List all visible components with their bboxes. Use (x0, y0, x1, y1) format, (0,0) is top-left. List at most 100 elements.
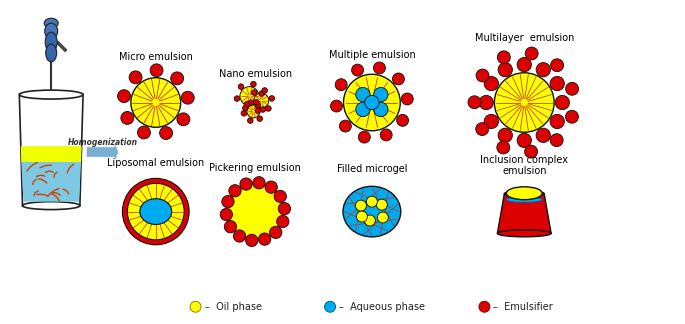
Circle shape (177, 113, 190, 126)
Circle shape (397, 114, 408, 126)
Circle shape (374, 102, 388, 117)
Text: Liposomal emulsion: Liposomal emulsion (107, 158, 204, 168)
Circle shape (270, 226, 282, 238)
Circle shape (498, 63, 512, 77)
Circle shape (123, 178, 189, 245)
Circle shape (131, 78, 181, 127)
Ellipse shape (45, 23, 58, 39)
Circle shape (484, 76, 499, 91)
Circle shape (476, 69, 489, 82)
Ellipse shape (504, 191, 544, 197)
Circle shape (241, 110, 247, 116)
Circle shape (393, 73, 404, 85)
Circle shape (227, 183, 284, 240)
Circle shape (331, 100, 342, 112)
Circle shape (377, 212, 388, 223)
Circle shape (240, 87, 259, 106)
Circle shape (182, 91, 195, 104)
Circle shape (566, 82, 579, 95)
Circle shape (262, 88, 268, 93)
Circle shape (550, 134, 563, 146)
Circle shape (484, 114, 499, 129)
Circle shape (150, 64, 163, 77)
Text: Filled microgel: Filled microgel (336, 164, 407, 174)
Circle shape (356, 102, 370, 117)
Circle shape (260, 107, 266, 112)
Text: Micro emulsion: Micro emulsion (119, 52, 192, 62)
Circle shape (277, 215, 289, 228)
Circle shape (127, 183, 184, 240)
Circle shape (536, 128, 551, 143)
Text: Pickering emulsion: Pickering emulsion (210, 163, 301, 173)
Circle shape (138, 126, 151, 139)
Polygon shape (21, 146, 82, 162)
Circle shape (550, 114, 564, 129)
Circle shape (247, 118, 253, 123)
Circle shape (325, 301, 336, 312)
Circle shape (343, 74, 400, 131)
Text: Homogenization: Homogenization (68, 138, 138, 147)
Circle shape (476, 123, 488, 135)
Circle shape (242, 105, 248, 111)
Circle shape (497, 141, 510, 154)
Ellipse shape (343, 186, 401, 237)
Circle shape (550, 76, 564, 91)
Circle shape (244, 101, 250, 107)
Ellipse shape (45, 18, 58, 28)
Circle shape (253, 177, 265, 189)
Ellipse shape (506, 197, 543, 202)
Circle shape (497, 51, 510, 64)
Circle shape (220, 208, 232, 221)
Circle shape (259, 91, 264, 96)
Circle shape (517, 57, 532, 72)
Text: Inclusion complex
emulsion: Inclusion complex emulsion (480, 155, 569, 176)
Circle shape (224, 221, 236, 233)
Polygon shape (497, 194, 551, 233)
Circle shape (190, 301, 201, 312)
Circle shape (118, 90, 131, 103)
Circle shape (160, 127, 173, 140)
Circle shape (121, 111, 134, 124)
Circle shape (364, 215, 375, 226)
Circle shape (356, 200, 366, 211)
Circle shape (269, 96, 275, 101)
Text: –  Aqueous phase: – Aqueous phase (339, 302, 425, 312)
Circle shape (335, 79, 347, 91)
Circle shape (258, 233, 271, 245)
Circle shape (495, 73, 554, 132)
Polygon shape (21, 162, 81, 202)
Circle shape (479, 95, 493, 110)
Circle shape (171, 72, 184, 85)
Circle shape (274, 190, 286, 202)
Polygon shape (21, 95, 82, 206)
Circle shape (536, 63, 551, 77)
Circle shape (278, 202, 290, 215)
Circle shape (251, 81, 256, 87)
Ellipse shape (23, 202, 80, 210)
Text: –  Emulsifier: – Emulsifier (493, 302, 553, 312)
Text: Multilayer  emulsion: Multilayer emulsion (475, 33, 574, 43)
Text: –  Oil phase: – Oil phase (205, 302, 262, 312)
Circle shape (247, 105, 260, 118)
Circle shape (222, 195, 234, 208)
Circle shape (525, 145, 538, 158)
Circle shape (364, 95, 379, 110)
Circle shape (245, 234, 258, 247)
Circle shape (468, 96, 481, 109)
Circle shape (351, 64, 364, 76)
Ellipse shape (140, 199, 172, 225)
Circle shape (255, 103, 260, 108)
Polygon shape (87, 145, 118, 159)
Circle shape (358, 131, 371, 143)
Circle shape (498, 128, 512, 143)
Circle shape (253, 99, 259, 105)
Circle shape (401, 93, 413, 105)
Circle shape (356, 211, 367, 222)
Circle shape (265, 181, 277, 193)
Circle shape (517, 133, 532, 147)
Circle shape (248, 100, 253, 105)
Ellipse shape (497, 230, 551, 237)
Circle shape (254, 93, 269, 108)
Ellipse shape (45, 32, 57, 52)
Circle shape (479, 301, 490, 312)
